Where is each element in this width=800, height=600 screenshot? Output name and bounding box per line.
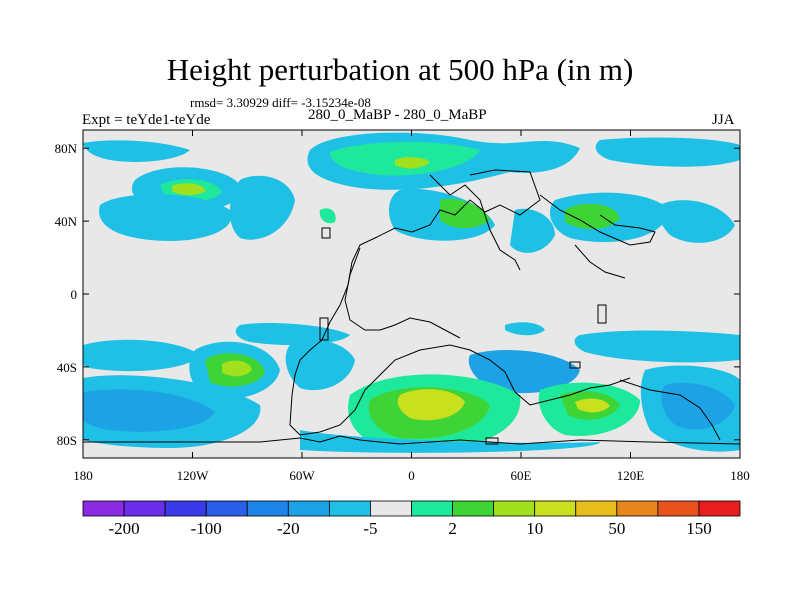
y-tick-label: 40N (55, 214, 78, 229)
island-3 (321, 227, 331, 239)
colorbar-swatch (328, 500, 371, 517)
colorbar-swatch (164, 500, 207, 517)
colorbar-swatch (452, 500, 495, 517)
contour-yellow-sp-east (575, 398, 610, 413)
colorbar-label: 10 (526, 519, 543, 538)
colorbar-label: -200 (108, 519, 139, 538)
colorbar-swatch (205, 500, 248, 517)
contour-cyan-tropic-3 (505, 322, 545, 336)
contour-green-ne (565, 203, 620, 230)
contour-cyan-np-west (83, 140, 190, 162)
y-axis: 80N 40N 0 40S 80S (55, 141, 740, 448)
contour-cyan-nw-3 (229, 175, 295, 240)
stats-text: rmsd= 3.30929 diff= -3.15234e-08 (190, 95, 371, 110)
coastline-south-polar (83, 435, 740, 445)
x-tick-label: 60W (289, 468, 315, 483)
x-tick-label: 60E (511, 468, 532, 483)
period-compare-label: 280_0_MaBP - 280_0_MaBP (308, 107, 487, 123)
island-5 (569, 361, 581, 369)
y-tick-label: 80S (57, 433, 77, 448)
contour-yellow-sw-2 (222, 360, 252, 377)
contour-cyan-tropic-2 (574, 330, 740, 363)
coastline-east (429, 174, 521, 271)
y-tick-label: 0 (71, 287, 78, 302)
colorbar-label: -5 (363, 519, 377, 538)
island-1 (597, 304, 607, 324)
experiment-label: Expt = teYde1-teYde (82, 112, 211, 128)
colorbar-label: 50 (608, 519, 625, 538)
colorbar-swatch (123, 500, 166, 517)
island-4 (485, 437, 499, 445)
coastline-se (619, 379, 721, 441)
contour-cyan-sw-1 (83, 339, 200, 372)
colorbar-label: 2 (448, 519, 457, 538)
x-tick-label: 0 (408, 468, 415, 483)
y-tick-label: 40S (57, 360, 77, 375)
colorbar: -200 -100 -20 -5 2 10 50 150 (82, 500, 741, 538)
contour-yellow-sp-central (397, 389, 465, 421)
x-tick-label: 120W (177, 468, 210, 483)
contour-cyan-central (510, 208, 555, 253)
contour-cyan-sw-3 (285, 340, 355, 391)
coastline-ne (539, 194, 656, 246)
contour-field (83, 132, 740, 453)
coastline-peninsula (574, 244, 626, 279)
contour-yellow-north-polar (395, 157, 430, 169)
island-2 (319, 317, 329, 341)
colorbar-swatch (657, 500, 700, 517)
contour-green-small (319, 208, 336, 224)
contour-cyan-sp-rim (300, 430, 600, 453)
colorbar-label: -100 (191, 519, 222, 538)
colorbar-label: 150 (686, 519, 712, 538)
contour-blue-sp-west (83, 389, 215, 432)
x-axis: 180 120W 60W 0 60E 120E 180 (73, 130, 750, 483)
contour-green-eurasia (440, 198, 490, 229)
coastline-main (289, 169, 631, 436)
map-title: Height perturbation at 500 hPa (in m) (166, 52, 634, 87)
contour-yellow-nw-1 (172, 183, 206, 196)
season-label: JJA (712, 112, 735, 128)
colorbar-swatch (411, 500, 453, 517)
colorbar-swatch (287, 500, 330, 517)
coastline-inner (344, 247, 461, 339)
contour-cyan-ne-2 (658, 200, 735, 243)
colorbar-swatch (616, 500, 659, 517)
y-tick-label: 80N (55, 141, 78, 156)
contour-cyan-nw-2 (99, 194, 232, 241)
contour-blue-south-central (468, 350, 580, 394)
contour-blue-sp-east (661, 382, 735, 430)
colorbar-swatch (698, 500, 741, 517)
x-tick-label: 180 (730, 468, 750, 483)
colorbar-swatch (370, 500, 412, 517)
x-tick-label: 180 (73, 468, 93, 483)
colorbar-swatch (575, 500, 618, 517)
colorbar-swatch (82, 500, 125, 517)
x-tick-label: 120E (617, 468, 645, 483)
colorbar-swatch (246, 500, 289, 517)
colorbar-swatch (493, 500, 536, 517)
colorbar-swatch (534, 500, 577, 517)
contour-cyan-np-east (595, 137, 740, 167)
colorbar-label: -20 (277, 519, 300, 538)
